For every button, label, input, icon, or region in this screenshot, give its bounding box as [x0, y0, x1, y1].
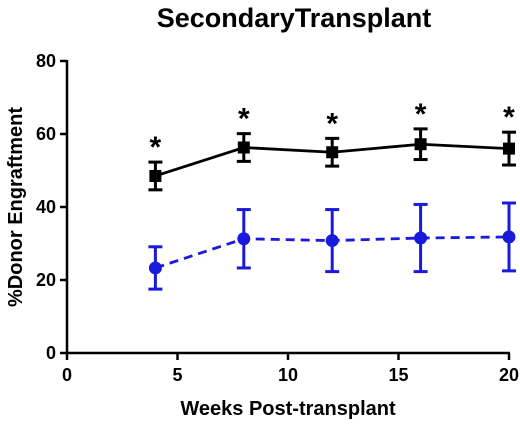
- y-axis-label: %Donor Engraftment: [5, 107, 27, 307]
- data-point: [237, 141, 250, 154]
- series-2: [148, 201, 516, 291]
- y-tick-label: 60: [36, 124, 56, 144]
- axes: 0 20 40 60 80 0 5 10 15 20: [36, 51, 519, 385]
- x-tick-label: 15: [388, 365, 408, 385]
- data-point: [414, 138, 427, 151]
- x-tick-label: 10: [278, 365, 298, 385]
- data-point: [502, 230, 516, 244]
- annotation-layer: * * * * *: [150, 98, 516, 164]
- significance-star: *: [150, 131, 162, 164]
- x-axis-label: Weeks Post-transplant: [180, 398, 396, 420]
- data-point: [237, 232, 251, 246]
- chart-title: SecondaryTransplant: [157, 3, 432, 33]
- y-tick-label: 80: [36, 51, 56, 71]
- x-tick-label: 5: [172, 365, 182, 385]
- data-point: [503, 142, 515, 155]
- x-tick-label: 20: [499, 365, 519, 385]
- y-tick-label: 40: [36, 197, 56, 217]
- y-tick-label: 20: [36, 270, 56, 290]
- series-1: [148, 127, 516, 192]
- x-tick-label: 0: [62, 365, 72, 385]
- series-layer: [148, 127, 516, 291]
- significance-star: *: [415, 98, 427, 131]
- significance-star: *: [326, 107, 338, 140]
- data-point: [326, 146, 339, 159]
- significance-star: *: [238, 103, 250, 136]
- data-point: [148, 261, 162, 275]
- data-point: [149, 169, 162, 182]
- data-point: [325, 234, 339, 248]
- data-point: [414, 231, 428, 245]
- significance-star: *: [503, 101, 515, 134]
- y-tick-label: 0: [46, 343, 56, 363]
